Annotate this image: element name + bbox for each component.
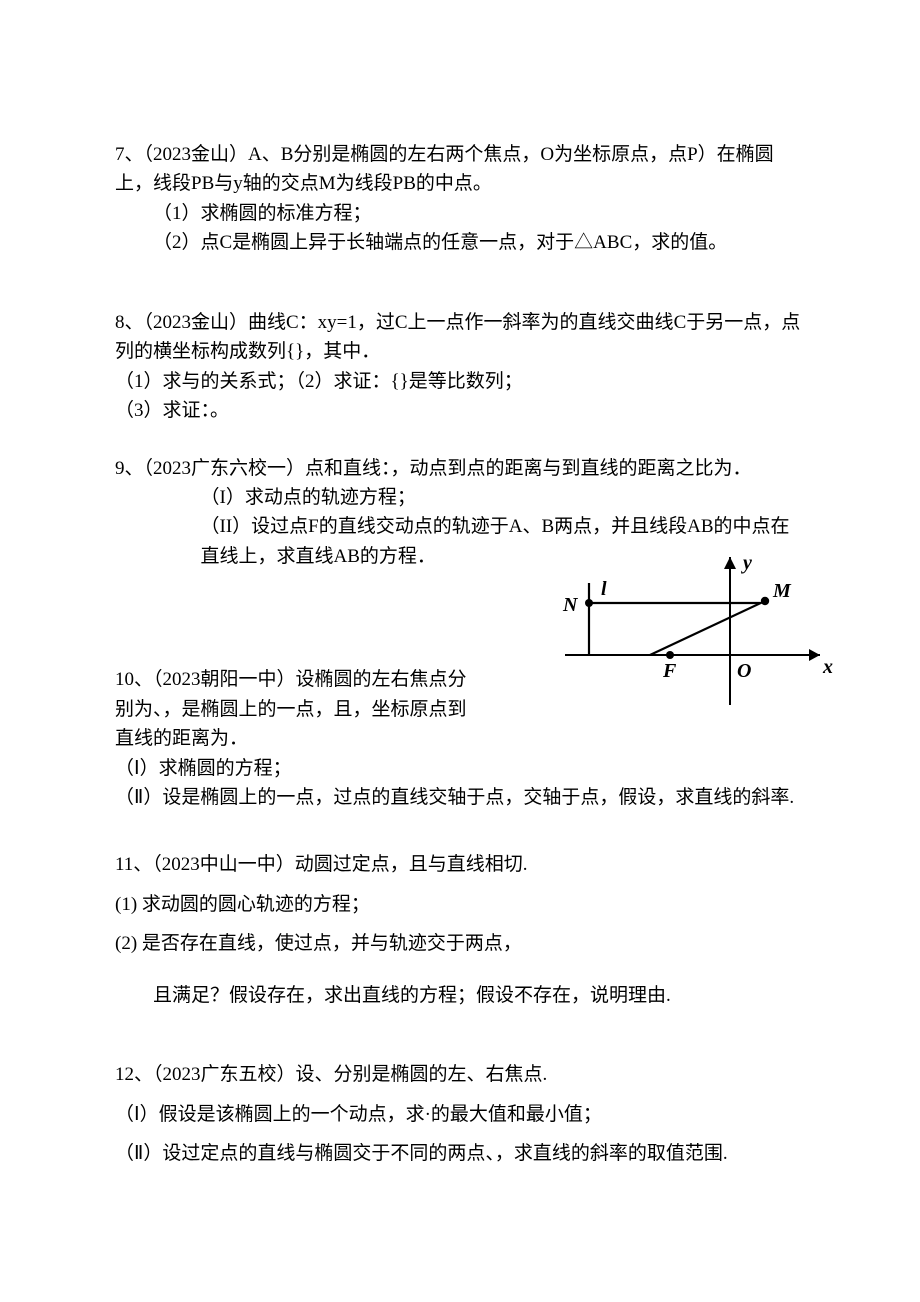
p11-line-1: 11、（2023中山一中）动圆过定点，且与直线相切.: [115, 850, 805, 879]
axis-y-label: y: [741, 552, 752, 574]
origin-O-label: O: [737, 660, 751, 682]
p11-sub-1: (1) 求动圆的圆心轨迹的方程；: [115, 890, 805, 919]
p7-line-1: 7、（2023金山）A、B分别是椭圆的左右两个焦点，O为坐标原点，点P）在椭圆上…: [115, 140, 805, 199]
point-N-label: N: [562, 594, 579, 616]
p8-sub-2: （3）求证：。: [115, 396, 805, 425]
problem-10: y x l N M F O 10、（2023朝阳一中）设椭圆的左右焦点分别为、，…: [115, 665, 805, 812]
problem-8: 8、（2023金山）曲线C：xy=1，过C上一点作一斜率为的直线交曲线C于另一点…: [115, 308, 805, 426]
spacer: [115, 840, 805, 850]
p10-sub-1: （Ⅰ）求椭圆的方程；: [115, 754, 805, 783]
p7-text-1: 7、（2023金山）A、B分别是椭圆的左右两个焦点，O为坐标原点，点P）在椭圆上…: [115, 144, 774, 194]
problem-12: 12、（2023广东五校）设、分别是椭圆的左、右焦点. （Ⅰ）假设是该椭圆上的一…: [115, 1060, 805, 1168]
p7-sub-2: （2）点C是椭圆上异于长轴端点的任意一点，对于△ABC，求的值。: [115, 228, 805, 257]
point-F-label: F: [662, 660, 677, 682]
p9-sub-1: （I）求动点的轨迹方程；: [115, 483, 805, 512]
p8-sub-1: （1）求与的关系式；（2）求证：{}是等比数列；: [115, 367, 805, 396]
p7-sub-1: （1）求椭圆的标准方程；: [115, 199, 805, 228]
line-l-label: l: [601, 578, 607, 600]
p9-line-1: 9、（2023广东六校一）点和直线：，动点到点的距离与到直线的距离之比为．: [115, 454, 805, 483]
point-M-label: M: [772, 580, 792, 602]
p11-sub-2: (2) 是否存在直线，使过点，并与轨迹交于两点，: [115, 929, 805, 958]
p10-sub-2: （Ⅱ）设是椭圆上的一点，过点的直线交轴于点，交轴于点，假设，求直线的斜率.: [115, 783, 805, 812]
problem-11: 11、（2023中山一中）动圆过定点，且与直线相切. (1) 求动圆的圆心轨迹的…: [115, 850, 805, 1010]
p12-sub-2: （Ⅱ）设过定点的直线与椭圆交于不同的两点、，求直线的斜率的取值范围.: [115, 1139, 805, 1168]
axis-x-label: x: [822, 656, 833, 678]
problem-7: 7、（2023金山）A、B分别是椭圆的左右两个焦点，O为坐标原点，点P）在椭圆上…: [115, 140, 805, 258]
p8-line-1: 8、（2023金山）曲线C：xy=1，过C上一点作一斜率为的直线交曲线C于另一点…: [115, 308, 805, 367]
p12-line-1: 12、（2023广东五校）设、分别是椭圆的左、右焦点.: [115, 1060, 805, 1089]
coordinate-diagram: y x l N M F O: [555, 545, 835, 729]
spacer: [115, 286, 805, 308]
p10-line-1: 10、（2023朝阳一中）设椭圆的左右焦点分别为、，是椭圆上的一点，且，坐标原点…: [115, 665, 485, 753]
p11-sub-3: 且满足？假设存在，求出直线的方程；假设不存在，说明理由.: [115, 981, 805, 1010]
p12-sub-1: （Ⅰ）假设是该椭圆上的一个动点，求·的最大值和最小值；: [115, 1100, 805, 1129]
spacer: [115, 1038, 805, 1060]
